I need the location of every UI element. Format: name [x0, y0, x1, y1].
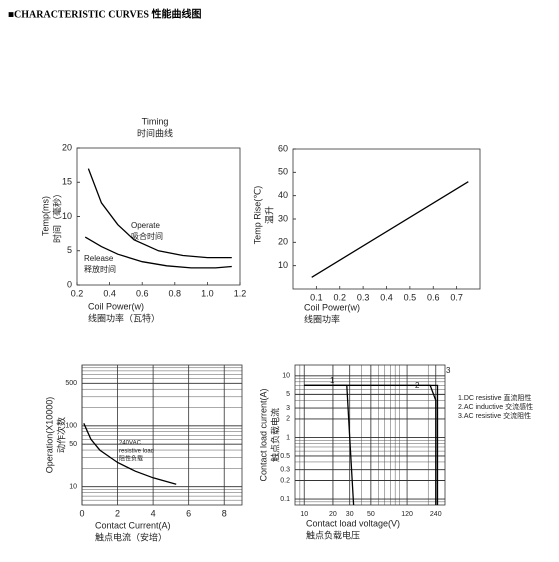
y-tick-label: 0.2: [280, 477, 290, 484]
x-tick-label: 0.2: [71, 288, 84, 298]
x-tick-label: 0.4: [380, 292, 393, 302]
x-tick-label: 10: [300, 511, 308, 518]
x-tick-label: 2: [115, 508, 120, 518]
y-tick-label: 20: [62, 142, 72, 152]
chart-subtitle: 时间曲线: [137, 127, 173, 138]
data-line: [304, 384, 439, 505]
x-tick-label: 0.6: [136, 288, 149, 298]
y-tick-label: 2: [286, 416, 290, 423]
x-axis-label: Coil Power(w): [304, 302, 360, 312]
x-axis-label: Contact Current(A): [95, 520, 171, 530]
x-tick-label: 120: [401, 511, 413, 518]
y-axis-label: Temp Rise(℃): [252, 186, 262, 245]
x-tick-label: 0.5: [404, 292, 417, 302]
annotation: 释放时间: [84, 264, 116, 274]
y-tick-label: 10: [278, 260, 288, 270]
y-tick-label: 10: [69, 484, 77, 491]
y-tick-label: 1: [286, 434, 290, 441]
y-tick-label: 50: [69, 441, 77, 448]
x-axis-label: 触点负载电压: [306, 529, 360, 540]
x-axis-label: 触点电流（安培）: [95, 531, 167, 542]
page-title: ■CHARACTERISTIC CURVES 性能曲线图: [8, 7, 202, 20]
y-tick-label: 0: [67, 279, 72, 289]
legend-entry: 3.AC resistive 交流阻性: [458, 411, 531, 420]
annotation: 3: [446, 366, 451, 375]
y-tick-label: 100: [65, 423, 77, 430]
chart-title: Timing: [142, 116, 169, 126]
y-axis-label: 时间（毫秒）: [51, 189, 62, 243]
x-tick-label: 1.2: [234, 288, 247, 298]
x-tick-label: 0.4: [103, 288, 116, 298]
x-tick-label: 0.7: [450, 292, 463, 302]
x-tick-label: 0: [79, 508, 84, 518]
x-tick-label: 4: [151, 508, 156, 518]
y-tick-label: 500: [65, 380, 77, 387]
x-tick-label: 240: [430, 511, 442, 518]
y-tick-label: 10: [62, 211, 72, 221]
y-tick-label: 40: [278, 190, 288, 200]
x-tick-label: 0.1: [310, 292, 323, 302]
y-tick-label: 0.1: [280, 496, 290, 503]
y-tick-label: 5: [67, 245, 72, 255]
y-tick-label: 10: [282, 373, 290, 380]
y-axis-label: Operation(X10000): [44, 397, 54, 474]
annotation: 阻性负载: [119, 455, 143, 463]
y-axis-label: Contact load current(A): [258, 388, 268, 481]
legend-entry: 1.DC resistive 直流阻性: [458, 393, 532, 402]
x-tick-label: 6: [186, 508, 191, 518]
plot-frame: [81, 364, 243, 506]
x-tick-label: 0.8: [169, 288, 182, 298]
annotation: 1: [330, 376, 335, 385]
legend-entry: 2.AC inductive 交流感性: [458, 402, 533, 411]
x-tick-label: 0.2: [333, 292, 346, 302]
annotation: resistive load: [119, 449, 154, 455]
data-line: [304, 384, 355, 506]
x-axis-label: Coil Power(w): [88, 301, 144, 311]
x-tick-label: 50: [367, 511, 375, 518]
plot-frame: [292, 148, 481, 290]
plot-frame: [294, 364, 446, 506]
data-line: [83, 423, 177, 485]
x-axis-label: 线圈功率（瓦特）: [88, 312, 160, 323]
x-axis-label: Contact load voltage(V): [306, 518, 400, 528]
y-axis-label: Temp(ms): [40, 196, 50, 236]
y-tick-label: 30: [278, 213, 288, 223]
y-tick-label: 0.3: [280, 466, 290, 473]
data-line: [311, 181, 469, 278]
x-axis-label: 线圈功率: [304, 313, 340, 324]
y-tick-label: 15: [62, 177, 72, 187]
annotation: Release: [84, 254, 114, 263]
x-tick-label: 30: [346, 511, 354, 518]
annotation: 240VAC: [119, 441, 142, 447]
data-line: [87, 168, 232, 259]
data-line: [84, 236, 232, 269]
x-tick-label: 1.0: [201, 288, 214, 298]
annotation: Operate: [131, 221, 160, 230]
y-tick-label: 20: [278, 237, 288, 247]
data-line: [304, 384, 437, 505]
y-axis-label: 触点负载电流: [269, 408, 280, 462]
y-axis-label: 温升: [264, 206, 274, 224]
x-tick-label: 20: [329, 511, 337, 518]
y-tick-label: 5: [286, 391, 290, 398]
x-tick-label: 8: [222, 508, 227, 518]
annotation: 吸合时间: [131, 231, 163, 241]
y-tick-label: 50: [278, 167, 288, 177]
x-tick-label: 0.3: [357, 292, 370, 302]
x-tick-label: 0.6: [427, 292, 440, 302]
y-axis-label: 动作次数: [55, 417, 66, 453]
y-tick-label: 60: [278, 143, 288, 153]
y-tick-label: 0.5: [280, 453, 290, 460]
y-tick-label: 3: [286, 405, 290, 412]
